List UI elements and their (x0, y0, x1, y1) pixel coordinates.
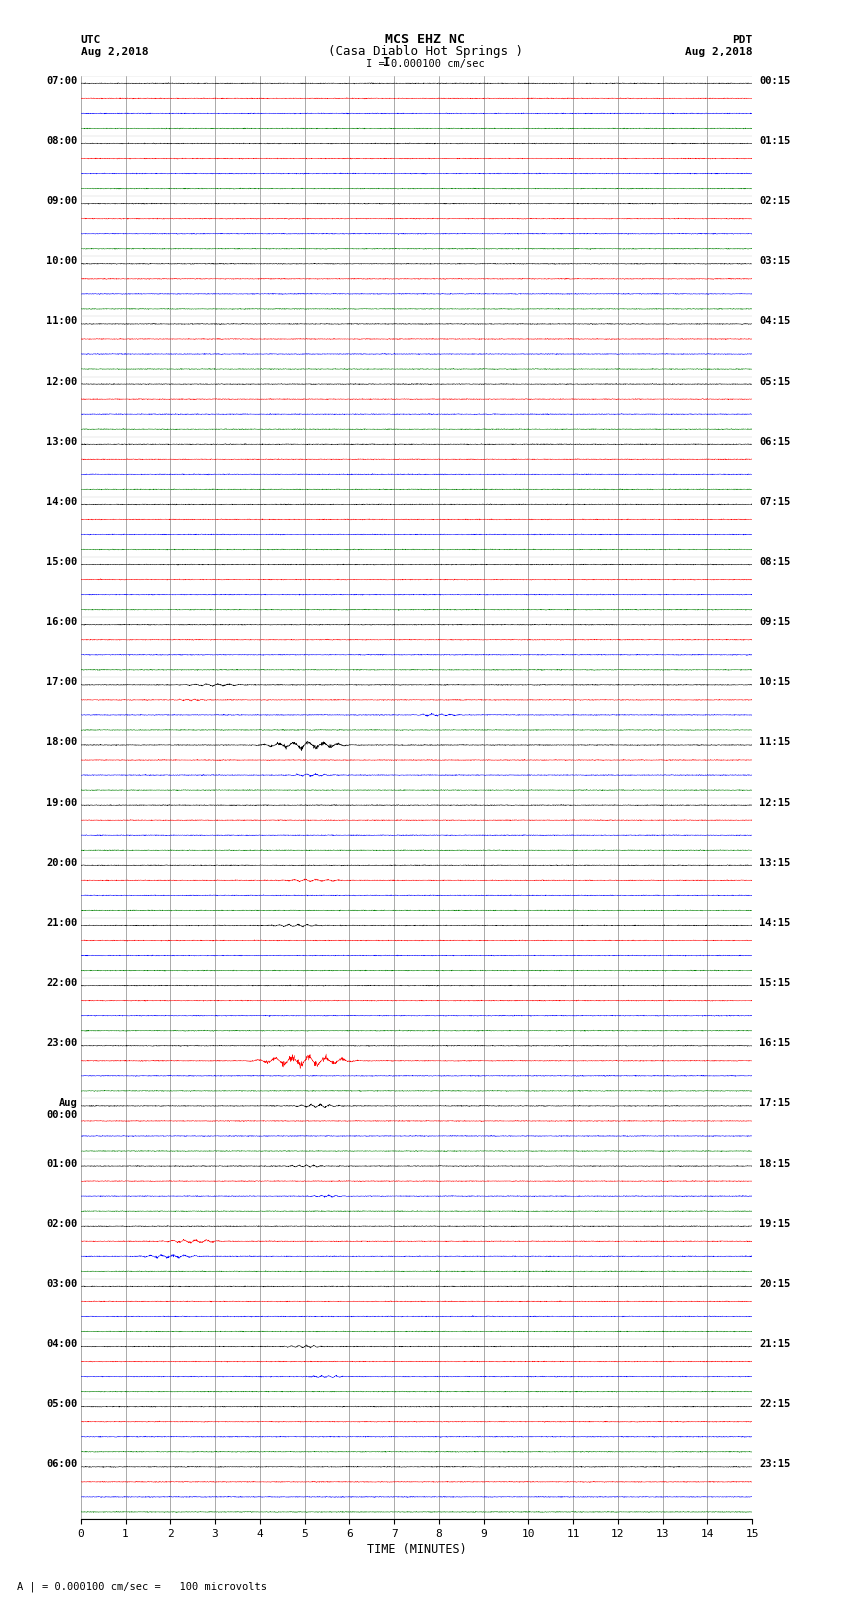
Text: 16:00: 16:00 (46, 618, 77, 627)
Text: 02:00: 02:00 (46, 1219, 77, 1229)
Text: I: I (383, 55, 390, 69)
Text: 23:15: 23:15 (759, 1460, 791, 1469)
Text: 01:00: 01:00 (46, 1158, 77, 1168)
Text: (Casa Diablo Hot Springs ): (Casa Diablo Hot Springs ) (327, 45, 523, 58)
Text: 22:15: 22:15 (759, 1398, 791, 1410)
Text: A | = 0.000100 cm/sec =   100 microvolts: A | = 0.000100 cm/sec = 100 microvolts (17, 1582, 267, 1592)
Text: UTC: UTC (81, 34, 101, 45)
Text: 13:15: 13:15 (759, 858, 791, 868)
Text: 16:15: 16:15 (759, 1039, 791, 1048)
Text: 06:15: 06:15 (759, 437, 791, 447)
Text: 12:00: 12:00 (46, 376, 77, 387)
Text: 05:15: 05:15 (759, 376, 791, 387)
Text: 18:00: 18:00 (46, 737, 77, 747)
Text: 13:00: 13:00 (46, 437, 77, 447)
Text: 11:15: 11:15 (759, 737, 791, 747)
Text: I = 0.000100 cm/sec: I = 0.000100 cm/sec (366, 58, 484, 69)
Text: 00:15: 00:15 (759, 76, 791, 85)
Text: 03:00: 03:00 (46, 1279, 77, 1289)
Text: 10:00: 10:00 (46, 256, 77, 266)
Text: 19:15: 19:15 (759, 1219, 791, 1229)
Text: Aug 2,2018: Aug 2,2018 (685, 47, 752, 56)
Text: 18:15: 18:15 (759, 1158, 791, 1168)
Text: 20:00: 20:00 (46, 858, 77, 868)
Text: PDT: PDT (732, 34, 752, 45)
Text: 14:00: 14:00 (46, 497, 77, 506)
Text: 21:15: 21:15 (759, 1339, 791, 1348)
Text: 02:15: 02:15 (759, 197, 791, 206)
Text: 09:00: 09:00 (46, 197, 77, 206)
Text: 04:15: 04:15 (759, 316, 791, 326)
Text: 12:15: 12:15 (759, 798, 791, 808)
X-axis label: TIME (MINUTES): TIME (MINUTES) (366, 1544, 467, 1557)
Text: 21:00: 21:00 (46, 918, 77, 927)
Text: 15:15: 15:15 (759, 977, 791, 989)
Text: 09:15: 09:15 (759, 618, 791, 627)
Text: 11:00: 11:00 (46, 316, 77, 326)
Text: 07:00: 07:00 (46, 76, 77, 85)
Text: 04:00: 04:00 (46, 1339, 77, 1348)
Text: 20:15: 20:15 (759, 1279, 791, 1289)
Text: Aug
00:00: Aug 00:00 (46, 1098, 77, 1119)
Text: 06:00: 06:00 (46, 1460, 77, 1469)
Text: 17:00: 17:00 (46, 677, 77, 687)
Text: 07:15: 07:15 (759, 497, 791, 506)
Text: 15:00: 15:00 (46, 556, 77, 568)
Text: 23:00: 23:00 (46, 1039, 77, 1048)
Text: Aug 2,2018: Aug 2,2018 (81, 47, 148, 56)
Text: 10:15: 10:15 (759, 677, 791, 687)
Text: 03:15: 03:15 (759, 256, 791, 266)
Text: 05:00: 05:00 (46, 1398, 77, 1410)
Text: 14:15: 14:15 (759, 918, 791, 927)
Text: 17:15: 17:15 (759, 1098, 791, 1108)
Text: 08:00: 08:00 (46, 135, 77, 145)
Text: 08:15: 08:15 (759, 556, 791, 568)
Text: MCS EHZ NC: MCS EHZ NC (385, 32, 465, 47)
Text: 01:15: 01:15 (759, 135, 791, 145)
Text: 19:00: 19:00 (46, 798, 77, 808)
Text: 22:00: 22:00 (46, 977, 77, 989)
